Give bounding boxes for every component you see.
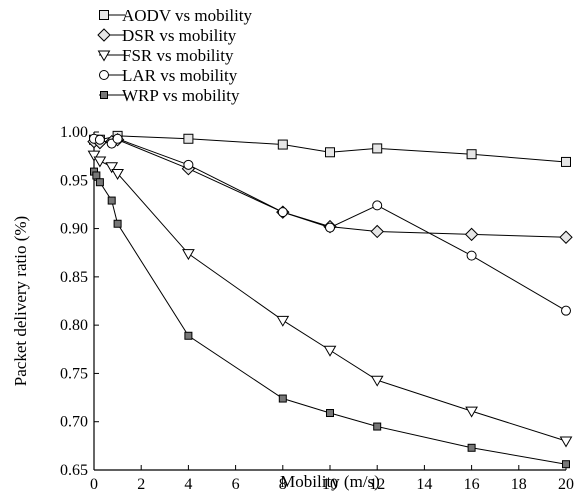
data-point	[278, 394, 287, 403]
data-point	[105, 162, 119, 174]
y-tick-label: 0.70	[60, 414, 88, 431]
data-point	[277, 207, 288, 218]
x-tick-label: 14	[416, 476, 432, 493]
x-tick-label: 6	[232, 476, 240, 493]
data-point	[323, 345, 337, 357]
x-tick-label: 2	[137, 476, 145, 493]
y-tick-label: 0.75	[60, 365, 88, 382]
x-tick-label: 4	[184, 476, 192, 493]
data-point	[372, 200, 383, 211]
data-point	[561, 305, 571, 316]
x-ticks: 0 2 4 6 8 10 12 14 16 18 20	[90, 465, 574, 493]
data-point	[183, 159, 194, 170]
data-point	[111, 169, 124, 181]
data-point	[464, 227, 479, 242]
axes	[93, 132, 566, 471]
data-point	[184, 331, 193, 340]
data-point	[370, 224, 384, 239]
x-axis-label: Mobility (m/s)	[280, 472, 380, 491]
data-point	[92, 171, 101, 180]
legend-marker	[99, 10, 109, 20]
y-tick-label: 0.85	[60, 269, 88, 286]
x-tick-label: 8	[279, 476, 287, 493]
legend-item: DSR vs mobility	[97, 26, 237, 45]
y-ticks: 0.65 0.70 0.75 0.80 0.85 0.90 0.95 1.00	[60, 124, 99, 479]
legend-marker	[97, 50, 111, 62]
legend-item: WRP vs mobility	[99, 86, 240, 105]
data-point	[112, 133, 123, 144]
x-tick-label: 16	[464, 476, 480, 493]
data-point	[370, 375, 384, 387]
data-point	[466, 149, 477, 160]
legend-marker	[97, 28, 111, 42]
y-tick-label: 0.80	[60, 317, 88, 334]
data-point	[326, 409, 334, 418]
series-3	[87, 150, 573, 448]
legend-marker	[100, 91, 108, 99]
data-point	[113, 219, 122, 228]
data-point	[182, 249, 195, 261]
data-point	[372, 143, 383, 154]
y-axis-label: Packet delivery ratio (%)	[11, 216, 30, 386]
data-point	[466, 250, 477, 261]
legend-item: FSR vs mobility	[97, 46, 234, 65]
x-tick-label: 10	[322, 476, 338, 493]
data-point	[107, 196, 116, 205]
y-tick-label: 0.95	[60, 172, 88, 189]
legend-label: DSR vs mobility	[122, 26, 237, 45]
data-point	[95, 178, 104, 187]
series-1	[89, 130, 571, 167]
x-tick-label: 12	[369, 476, 385, 493]
data-point	[561, 156, 571, 167]
data-point	[94, 134, 105, 145]
legend-marker	[99, 70, 109, 80]
data-point	[559, 230, 573, 244]
data-point	[465, 406, 478, 418]
data-point	[562, 460, 570, 469]
series-line	[93, 138, 567, 312]
series-line	[93, 154, 567, 442]
series-5	[90, 167, 570, 469]
legend-label: LAR vs mobility	[122, 66, 238, 85]
legend-label: AODV vs mobility	[122, 6, 253, 25]
data-point	[87, 150, 101, 162]
data-point	[183, 133, 194, 144]
data-point	[276, 315, 290, 327]
data-point	[93, 156, 107, 168]
data-point	[467, 443, 476, 452]
data-point	[559, 436, 573, 448]
series-line	[93, 171, 567, 465]
data-point	[325, 222, 335, 233]
plot-area	[87, 130, 573, 469]
series-4	[89, 133, 571, 316]
data-point	[373, 422, 382, 431]
legend-label: FSR vs mobility	[122, 46, 234, 65]
legend-label: WRP vs mobility	[122, 86, 240, 105]
x-tick-label: 20	[558, 476, 574, 493]
x-tick-label: 18	[511, 476, 527, 493]
data-point	[325, 147, 335, 158]
data-point	[277, 139, 288, 150]
y-tick-label: 0.65	[60, 462, 88, 479]
legend-item: AODV vs mobility	[99, 6, 253, 25]
y-tick-label: 1.00	[60, 124, 88, 141]
legend-item: LAR vs mobility	[99, 66, 238, 85]
y-tick-label: 0.90	[60, 221, 88, 238]
x-tick-label: 0	[90, 476, 98, 493]
